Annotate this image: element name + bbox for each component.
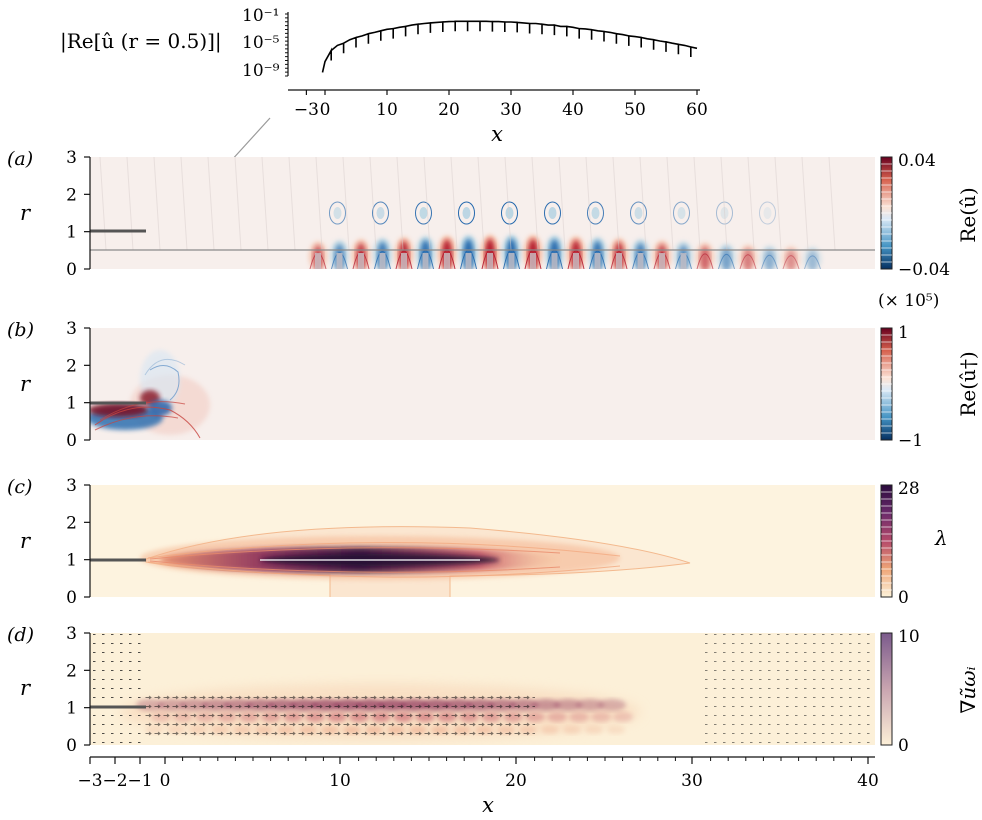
inset-xtick-label: 30 (500, 100, 522, 120)
main-xtick-label: −3 (77, 771, 102, 791)
panel-d-cbar-label: ∇ũωᵢ (956, 666, 980, 713)
panel-d-yticks: 0 1 2 3 (66, 624, 91, 756)
panel-b-colorbar-ticks (881, 334, 892, 434)
main-x-label: x (482, 793, 494, 817)
panel-b: (b) r 0 1 2 3 (× 10⁵) 1 −1 Re(û†) (7, 291, 980, 451)
panel-a-wavepacket (99, 157, 836, 269)
main-x-axis: −3 −2 −1 0 10 20 30 40 x (77, 756, 879, 817)
inset-xtick-label: 40 (562, 100, 584, 120)
panel-a-label: (a) (7, 148, 33, 170)
panel-b-cbar-label: Re(û†) (956, 351, 980, 416)
ytick-label: 1 (66, 551, 77, 571)
panel-a-ylabel: r (20, 201, 32, 225)
inset-xtick-label: 50 (624, 100, 646, 120)
panel-c-lambda-field (140, 526, 691, 597)
panel-d-label: (d) (7, 624, 34, 646)
main-xtick-label: 30 (681, 771, 703, 791)
panel-d: (d) r 0 1 2 3 10 0 ∇ũωᵢ (7, 624, 980, 756)
ytick-label: 2 (66, 185, 77, 205)
inset-xtick-label: 20 (438, 100, 460, 120)
panel-c: (c) r 0 1 2 3 28 0 λ (7, 476, 948, 608)
main-xtick-label: −2 (102, 771, 127, 791)
panel-c-cbar-label: λ (934, 526, 948, 550)
panel-c-cbar-bottom: 0 (898, 588, 909, 608)
panel-a-cbar-bottom: −0.04 (898, 260, 950, 280)
panel-b-label: (b) (7, 319, 34, 341)
panel-b-yticks: 0 1 2 3 (66, 319, 91, 451)
inset-xtick-label: 10 (376, 100, 398, 120)
inset-xtick-label: 60 (686, 100, 708, 120)
main-xtick-label: 20 (505, 771, 527, 791)
panel-b-ylabel: r (20, 372, 32, 396)
ytick-label: 3 (66, 148, 77, 168)
panel-c-label: (c) (7, 476, 32, 498)
panel-a-cbar-label: Re(û) (956, 187, 980, 242)
ytick-label: 0 (66, 736, 77, 756)
inset-xtick-label: −3 (294, 100, 319, 120)
ytick-label: 2 (66, 513, 77, 533)
panel-b-cbar-top: 1 (898, 323, 909, 343)
ytick-label: 1 (66, 394, 77, 414)
main-xtick-label: 40 (857, 771, 879, 791)
panel-b-cbar-scale: (× 10⁵) (878, 291, 939, 311)
inset-ytick-3: 10⁻⁹ (242, 61, 280, 81)
ytick-label: 0 (66, 431, 77, 451)
panel-b-background (90, 328, 875, 440)
ytick-label: 2 (66, 661, 77, 681)
panel-c-colorbar-ticks (881, 491, 892, 591)
panel-d-cbar-bottom: 0 (898, 736, 909, 756)
main-xtick-label: 0 (160, 771, 171, 791)
inset-amplitude-curve (321, 20, 698, 73)
ytick-label: 3 (66, 319, 77, 339)
ytick-label: 3 (66, 476, 77, 496)
inset-x-ticks: −3 0 10 20 30 40 50 60 (294, 90, 708, 120)
ytick-label: 3 (66, 624, 77, 644)
inset-ylabel: |Re[û (r = 0.5)]| (60, 29, 222, 54)
ytick-label: 0 (66, 260, 77, 280)
panel-c-cbar-top: 28 (898, 479, 920, 499)
ytick-label: 1 (66, 699, 77, 719)
inset-ytick-1: 10⁻¹ (242, 6, 279, 26)
inset-xtick-label: 0 (320, 100, 331, 120)
panel-c-yticks: 0 1 2 3 (66, 476, 91, 608)
panel-d-cbar-top: 10 (898, 627, 920, 647)
inset-xlabel: x (491, 122, 503, 146)
panel-c-ylabel: r (20, 529, 32, 553)
panel-d-vorticity-field (90, 633, 875, 745)
inset-ytick-2: 10⁻⁵ (242, 33, 280, 53)
main-xtick-label: 10 (329, 771, 351, 791)
panel-a-yticks: 0 1 2 3 (66, 148, 91, 280)
panel-a-colorbar-ticks (881, 163, 892, 263)
panel-d-ylabel: r (20, 676, 32, 700)
main-xtick-label: −1 (127, 771, 152, 791)
ytick-label: 2 (66, 356, 77, 376)
inset-plot: |Re[û (r = 0.5)]| 10⁻¹ 10⁻⁵ 10⁻⁹ −3 0 10 20… (60, 6, 708, 146)
panel-b-adjoint-field (90, 350, 210, 439)
ytick-label: 1 (66, 223, 77, 243)
panel-a: (a) r 0 1 2 3 0.04 −0.04 Re(û) (7, 148, 980, 280)
panel-b-cbar-bottom: −1 (898, 431, 923, 451)
panel-d-colorbar (880, 632, 893, 746)
panel-a-cbar-top: 0.04 (898, 151, 936, 171)
ytick-label: 0 (66, 588, 77, 608)
inset-y-minor-ticks (285, 13, 288, 77)
